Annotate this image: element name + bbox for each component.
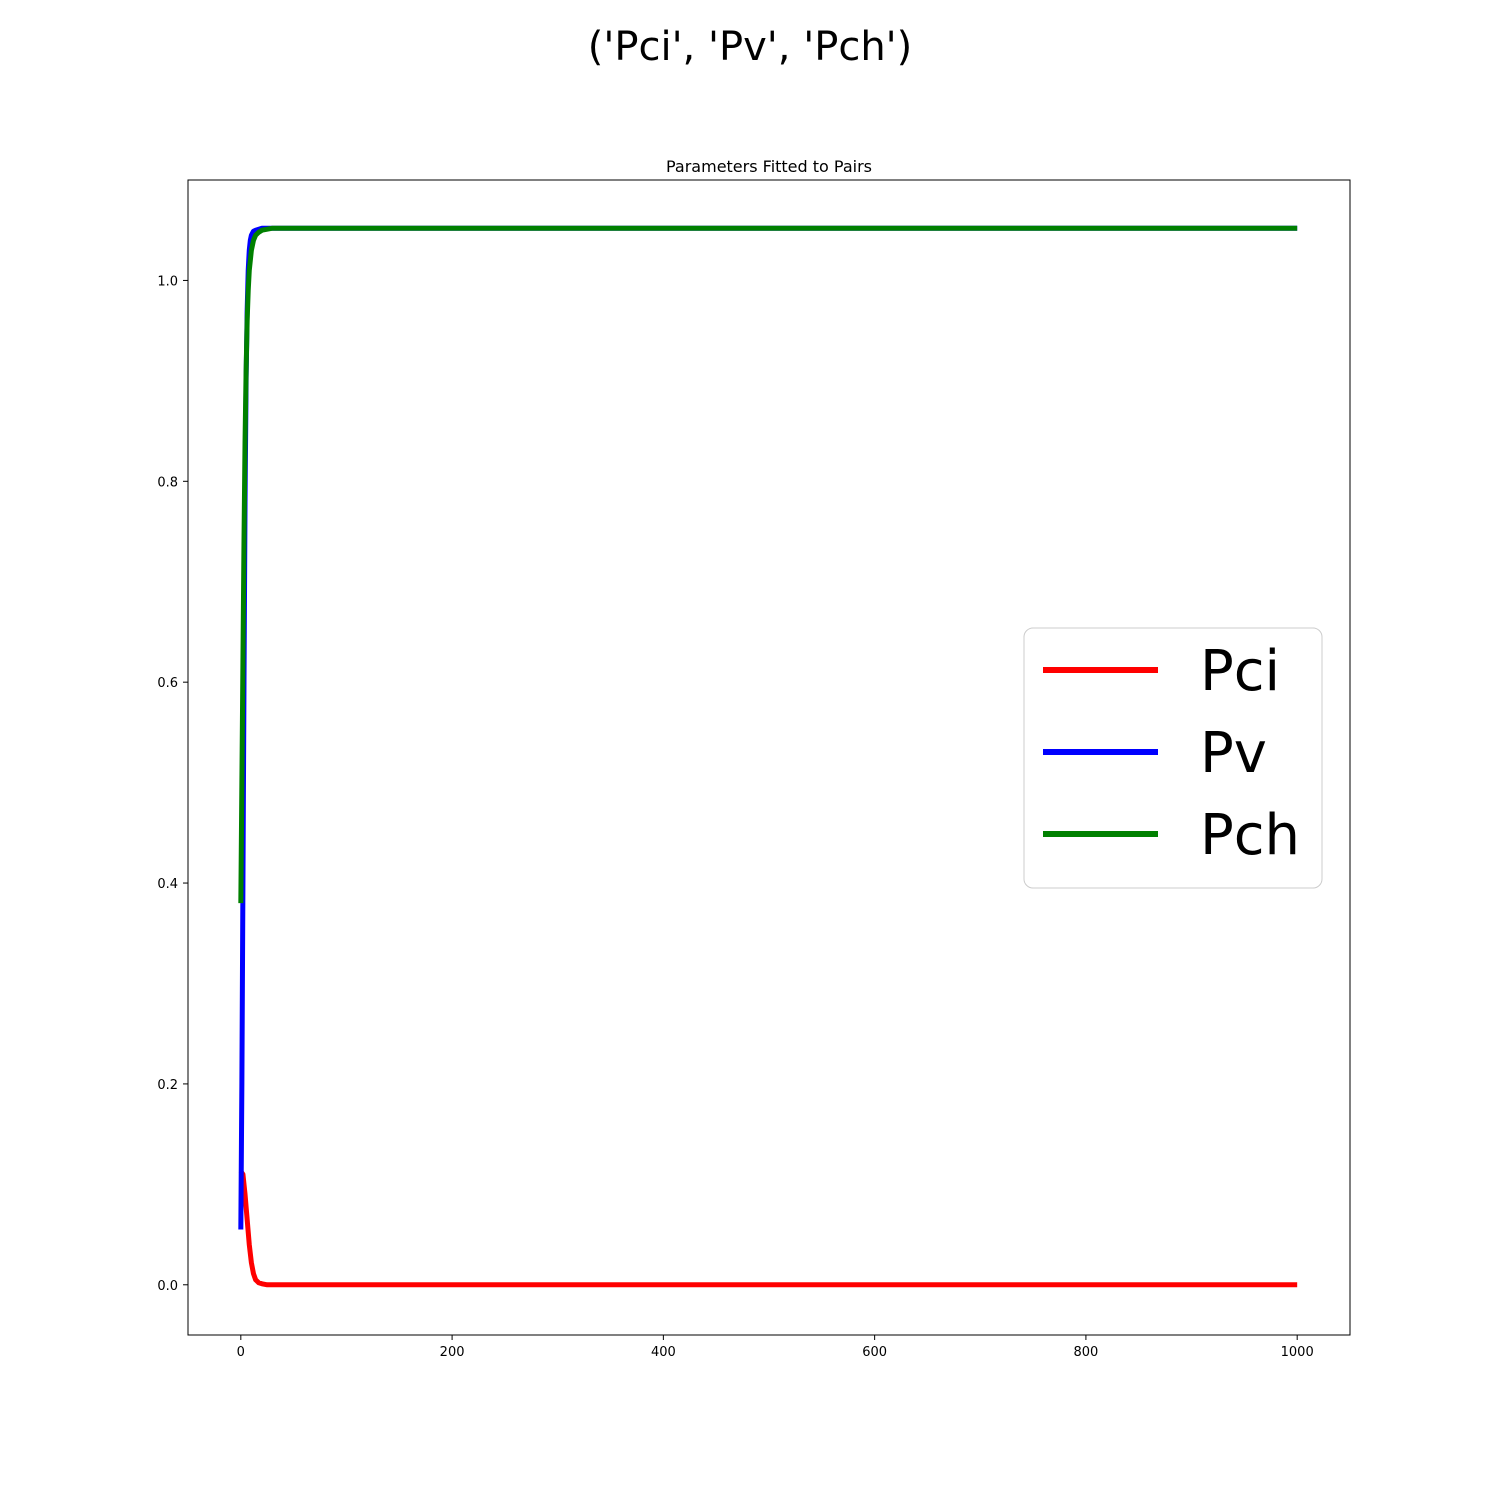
y-tick-label: 0.0 — [157, 1279, 178, 1294]
legend: Pci Pv Pch — [1023, 627, 1323, 889]
x-tick-label: 200 — [440, 1345, 465, 1360]
y-tick-label: 0.6 — [157, 676, 178, 691]
y-tick-label: 1.0 — [157, 274, 178, 289]
series-line-pci — [238, 1169, 1298, 1288]
series-lines — [238, 225, 1298, 1288]
legend-label-pci: Pci — [1200, 639, 1280, 704]
axes-title: Parameters Fitted to Pairs — [666, 157, 872, 176]
x-tick-label: 400 — [651, 1345, 676, 1360]
legend-frame — [1023, 627, 1323, 889]
x-tick-label: 600 — [862, 1345, 887, 1360]
y-tick-label: 0.2 — [157, 1078, 178, 1093]
legend-label-pv: Pv — [1200, 721, 1267, 786]
x-tick-label: 1000 — [1281, 1345, 1314, 1360]
series-line-pch — [238, 225, 1298, 904]
plot-area: 0 200 400 600 800 1000 0.0 0.2 0.4 0.6 0.8 1.0 Pci Pv… — [157, 179, 1351, 1360]
y-tick-label: 0.4 — [157, 877, 178, 892]
figure-suptitle: ('Pci', 'Pv', 'Pch') — [588, 24, 913, 70]
y-tick-label: 0.8 — [157, 475, 178, 490]
axes-frame — [187, 179, 1351, 1336]
x-tick-label: 0 — [237, 1345, 245, 1360]
x-tick-label: 800 — [1073, 1345, 1098, 1360]
legend-label-pch: Pch — [1200, 803, 1300, 868]
